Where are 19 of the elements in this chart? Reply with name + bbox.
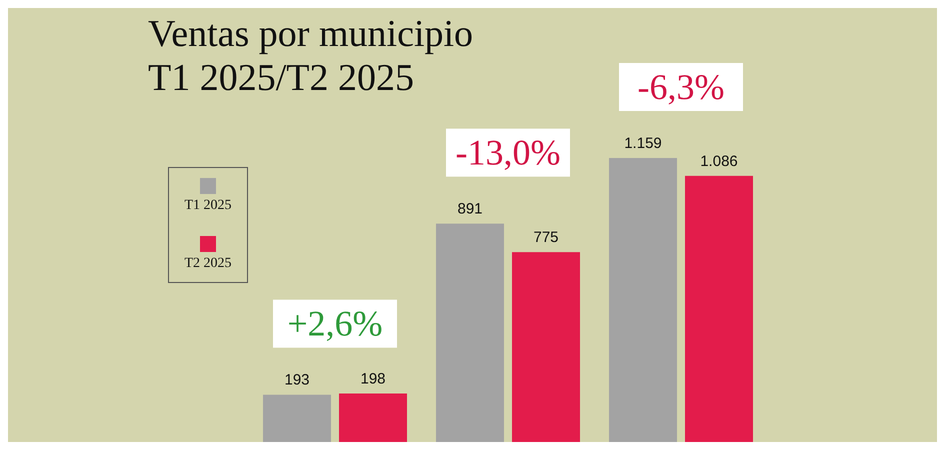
bar	[685, 176, 753, 442]
data-label: 891	[457, 200, 483, 218]
text: -6,3%	[638, 67, 724, 107]
data-label: 193	[284, 372, 310, 389]
bar	[609, 158, 677, 442]
bar	[339, 393, 407, 442]
bar	[512, 252, 580, 442]
chart-subtitle: T1 2025/T2 2025	[148, 56, 415, 100]
annotation: -13,0%	[456, 132, 560, 173]
chart-title: Ventas por municipio	[148, 12, 474, 56]
data-label: 198	[360, 370, 386, 388]
annotation: +2,6%	[287, 304, 383, 344]
data-label: 1.159	[624, 135, 662, 152]
legend-label: T2 2025	[184, 256, 232, 272]
legend-label: T1 2025	[184, 198, 232, 214]
bar	[263, 394, 331, 442]
data-label: 775	[533, 229, 559, 246]
bar	[436, 224, 504, 442]
data-label: 1.086	[700, 152, 738, 170]
